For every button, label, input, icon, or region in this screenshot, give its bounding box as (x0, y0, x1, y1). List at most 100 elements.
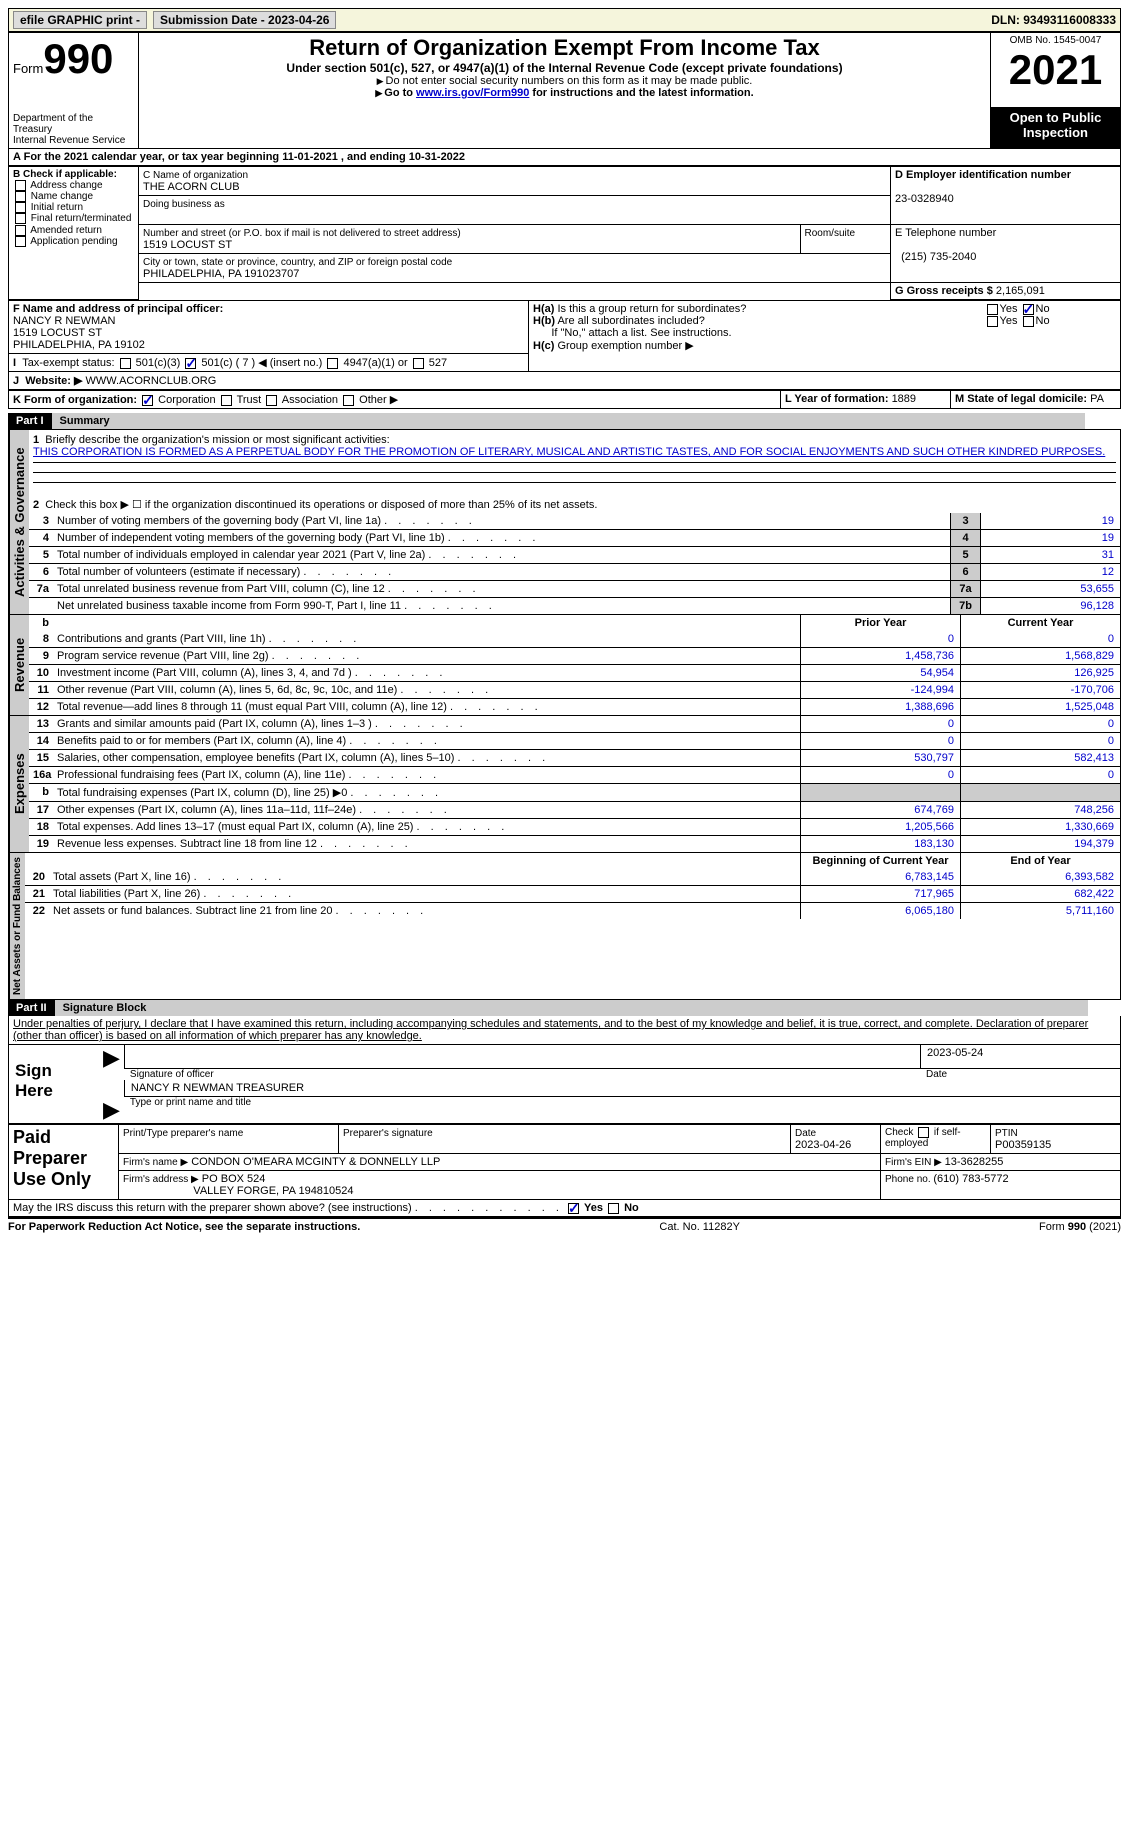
summary-line: 5Total number of individuals employed in… (29, 546, 1120, 563)
cb-ha-no[interactable] (1023, 304, 1034, 315)
summary-line: 3Number of voting members of the governi… (29, 513, 1120, 529)
cb-name-change[interactable] (15, 191, 26, 202)
year-formation: 1889 (892, 393, 916, 405)
cb-app-pending[interactable] (15, 236, 26, 247)
summary-line: 14Benefits paid to or for members (Part … (29, 732, 1120, 749)
summary-line: bTotal fundraising expenses (Part IX, co… (29, 783, 1120, 801)
ha-text: Is this a group return for subordinates? (557, 303, 746, 315)
cb-hb-yes[interactable] (987, 316, 998, 327)
summary-line: 6Total number of volunteers (estimate if… (29, 563, 1120, 580)
summary-line: 4Number of independent voting members of… (29, 529, 1120, 546)
firm-addr1: PO BOX 524 (202, 1173, 266, 1185)
addr-label: Number and street (or P.O. box if mail i… (143, 228, 461, 239)
part1-header: Part I (8, 413, 52, 429)
penalty-text: Under penalties of perjury, I declare th… (8, 1016, 1121, 1045)
line2-text: Check this box ▶ ☐ if the organization d… (45, 499, 597, 511)
sig-date-label: Date (920, 1069, 1120, 1080)
summary-line: 12Total revenue—add lines 8 through 11 (… (29, 698, 1120, 715)
form-number: 990 (43, 35, 113, 82)
cb-self-employed[interactable] (918, 1127, 929, 1138)
cb-trust[interactable] (221, 395, 232, 406)
cb-4947[interactable] (327, 358, 338, 369)
summary-line: 9Program service revenue (Part VIII, lin… (29, 647, 1120, 664)
sign-here-block: Sign Here ▶▶ 2023-05-24 Signature of off… (8, 1045, 1121, 1124)
irs-link[interactable]: www.irs.gov/Form990 (416, 87, 529, 99)
form-title: Return of Organization Exempt From Incom… (143, 35, 986, 61)
room-label: Room/suite (805, 228, 856, 239)
row-m-label: M State of legal domicile: (955, 393, 1090, 405)
city-state-zip: PHILADELPHIA, PA 191023707 (143, 268, 299, 280)
entity-info-table: B Check if applicable: Address change Na… (8, 166, 1121, 300)
irs-label: Internal Revenue Service (13, 135, 134, 146)
cb-final-return[interactable] (15, 213, 26, 224)
footer: For Paperwork Reduction Act Notice, see … (8, 1217, 1121, 1235)
col-begin: Beginning of Current Year (800, 853, 960, 869)
ptin: P00359135 (995, 1139, 1051, 1151)
cb-hb-no[interactable] (1023, 316, 1034, 327)
row-i-label: Tax-exempt status: (22, 357, 114, 369)
discuss-text: May the IRS discuss this return with the… (13, 1202, 412, 1214)
summary-line: 7aTotal unrelated business revenue from … (29, 580, 1120, 597)
ein: 23-0328940 (895, 193, 954, 205)
col-prior: Prior Year (800, 615, 960, 631)
cb-other[interactable] (343, 395, 354, 406)
prep-name-label: Print/Type preparer's name (123, 1128, 243, 1139)
cb-501c[interactable] (185, 358, 196, 369)
hb-text: Are all subordinates included? (557, 315, 704, 327)
cb-amended[interactable] (15, 225, 26, 236)
tax-year: 2021 (995, 46, 1116, 94)
netassets-section: Net Assets or Fund Balances Beginning of… (8, 853, 1121, 1000)
expenses-section: Expenses 13Grants and similar amounts pa… (8, 716, 1121, 853)
firm-phone: (610) 783-5772 (933, 1173, 1008, 1185)
sig-officer-label: Signature of officer (124, 1069, 920, 1080)
mission-text: THIS CORPORATION IS FORMED AS A PERPETUA… (33, 446, 1105, 458)
vlabel-ag: Activities & Governance (9, 430, 29, 614)
footer-right: Form 990 (2021) (1039, 1221, 1121, 1233)
type-name-label: Type or print name and title (124, 1096, 1120, 1108)
summary-line: 8Contributions and grants (Part VIII, li… (29, 631, 1120, 647)
summary-line: 21Total liabilities (Part X, line 26) . … (25, 885, 1120, 902)
cb-501c3[interactable] (120, 358, 131, 369)
vlabel-revenue: Revenue (9, 615, 29, 715)
summary-line: 15Salaries, other compensation, employee… (29, 749, 1120, 766)
firm-name: CONDON O'MEARA MCGINTY & DONNELLY LLP (191, 1156, 440, 1168)
firm-ein-label: Firm's EIN ▶ (885, 1157, 945, 1168)
submission-date: Submission Date - 2023-04-26 (153, 11, 336, 29)
header-table: Form990 Department of the Treasury Inter… (8, 32, 1121, 149)
box-b-label: B Check if applicable: (13, 169, 117, 180)
cb-ha-yes[interactable] (987, 304, 998, 315)
cb-discuss-no[interactable] (608, 1203, 619, 1214)
box-d-label: D Employer identification number (895, 169, 1071, 181)
hc-text: Group exemption number ▶ (557, 340, 693, 352)
cb-corp[interactable] (142, 395, 153, 406)
paid-preparer-table: Paid Preparer Use Only Print/Type prepar… (8, 1124, 1121, 1200)
officer-addr1: 1519 LOCUST ST (13, 327, 102, 339)
activities-governance-section: Activities & Governance 1 Briefly descri… (8, 429, 1121, 615)
vlabel-expenses: Expenses (9, 716, 29, 852)
row-a: A For the 2021 calendar year, or tax yea… (8, 149, 1121, 166)
cb-initial-return[interactable] (15, 202, 26, 213)
part1-title: Summary (52, 413, 1085, 429)
prep-date-label: Date (795, 1128, 816, 1139)
cb-assoc[interactable] (266, 395, 277, 406)
box-f-label: F Name and address of principal officer: (13, 303, 223, 315)
top-bar: efile GRAPHIC print - Submission Date - … (8, 8, 1121, 32)
footer-mid: Cat. No. 11282Y (659, 1221, 740, 1233)
form-subtitle: Under section 501(c), 527, or 4947(a)(1)… (143, 61, 986, 75)
col-current: Current Year (960, 615, 1120, 631)
dept-treasury: Department of the Treasury (13, 113, 134, 135)
cb-discuss-yes[interactable] (568, 1203, 579, 1214)
mission-label: Briefly describe the organization's miss… (45, 434, 389, 446)
prep-sig-label: Preparer's signature (343, 1128, 433, 1139)
cb-address-change[interactable] (15, 180, 26, 191)
firm-ein: 13-3628255 (945, 1156, 1004, 1168)
cb-527[interactable] (413, 358, 424, 369)
summary-line: 18Total expenses. Add lines 13–17 (must … (29, 818, 1120, 835)
ssn-note: Do not enter social security numbers on … (143, 75, 986, 87)
phone: (215) 735-2040 (901, 251, 976, 263)
street-address: 1519 LOCUST ST (143, 239, 232, 251)
summary-line: 20Total assets (Part X, line 16) . . . .… (25, 869, 1120, 885)
col-end: End of Year (960, 853, 1120, 869)
officer-name: NANCY R NEWMAN (13, 315, 115, 327)
firm-addr-label: Firm's address ▶ (123, 1174, 199, 1185)
